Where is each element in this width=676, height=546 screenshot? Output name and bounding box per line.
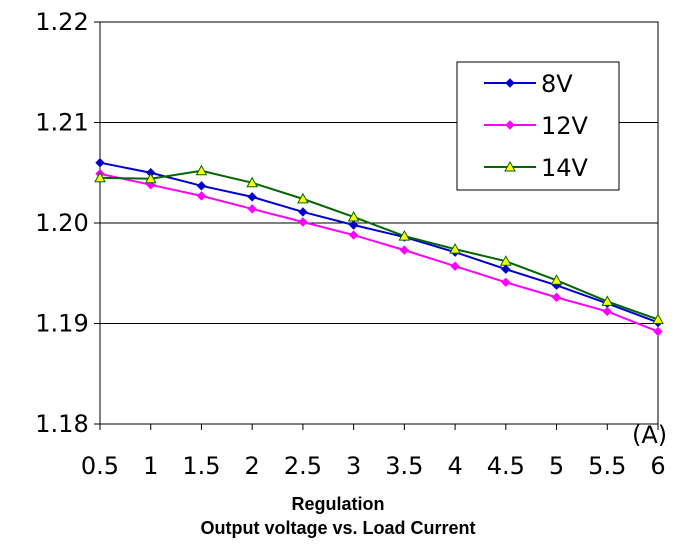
chart-subtitle: Output voltage vs. Load Current: [200, 518, 476, 538]
data-point: [348, 230, 359, 240]
data-point: [505, 120, 515, 130]
y-tick-label: 1.22: [35, 8, 88, 36]
data-point: [196, 191, 207, 201]
x-tick-label: 3: [346, 452, 361, 480]
data-point: [449, 243, 461, 254]
x-tick-label: 5.5: [588, 452, 626, 480]
data-point: [550, 274, 563, 285]
data-point: [398, 230, 411, 241]
y-tick-label: 1.20: [35, 209, 88, 237]
data-point: [602, 306, 612, 317]
data-point: [247, 204, 257, 214]
x-tick-label: 6: [650, 452, 665, 480]
data-point: [195, 164, 208, 176]
series-layer: [94, 157, 664, 337]
data-point: [499, 255, 512, 266]
x-tick-label: 2: [245, 452, 260, 480]
data-point: [247, 192, 257, 202]
x-tick-label: 4: [447, 452, 462, 480]
data-point: [504, 160, 516, 172]
x-tick-label: 1: [143, 452, 158, 480]
legend-item: 12V: [484, 112, 589, 140]
data-point: [601, 295, 614, 306]
y-axis-ticks: 1.18 1.19 1.20 1.21 1.22: [35, 8, 100, 438]
y-tick-label: 1.19: [35, 310, 88, 338]
x-tick-label: 1.5: [182, 452, 220, 480]
legend: 8V 12V 14V: [456, 61, 620, 191]
data-point: [144, 172, 157, 184]
data-point: [348, 220, 359, 230]
legend-item: 8V: [484, 70, 573, 98]
legend-label: 14V: [541, 154, 589, 182]
data-point: [95, 157, 105, 168]
data-point: [246, 176, 259, 188]
data-point: [297, 192, 309, 204]
data-point: [196, 181, 207, 191]
legend-box: [456, 61, 620, 191]
x-tick-label: 0.5: [81, 452, 119, 480]
x-unit-label: (A): [632, 421, 667, 449]
series-14v: [94, 164, 664, 324]
series-line: [99, 169, 659, 321]
x-axis-ticks: 0.5 1 1.5 2 2.5 3 3.5 4 4.5 5 5.5 6: [81, 424, 666, 480]
x-tick-label: 2.5: [284, 452, 322, 480]
data-point: [347, 210, 360, 222]
legend-item: 14V: [484, 154, 589, 182]
data-point: [298, 207, 308, 217]
data-point: [94, 171, 106, 183]
y-tick-label: 1.18: [35, 410, 88, 438]
legend-label: 12V: [541, 112, 589, 140]
data-point: [505, 78, 515, 88]
data-point: [652, 313, 664, 324]
series-line: [99, 172, 659, 333]
series-12v: [95, 169, 663, 337]
regulation-chart: 1.18 1.19 1.20 1.21 1.22 0.5 1 1.5 2 2.5 3 3.5 4 4.5…: [35, 8, 667, 480]
x-tick-label: 5: [549, 452, 564, 480]
data-point: [501, 277, 511, 288]
y-tick-label: 1.21: [35, 109, 88, 137]
data-point: [399, 245, 410, 255]
data-point: [450, 261, 460, 271]
series-line: [99, 161, 659, 324]
data-point: [298, 217, 308, 227]
x-tick-label: 4.5: [487, 452, 525, 480]
data-point: [653, 326, 663, 337]
data-point: [551, 292, 562, 303]
data-point: [501, 264, 511, 274]
legend-label: 8V: [541, 70, 573, 98]
chart-title: Regulation: [291, 494, 385, 514]
x-tick-label: 3.5: [385, 452, 423, 480]
